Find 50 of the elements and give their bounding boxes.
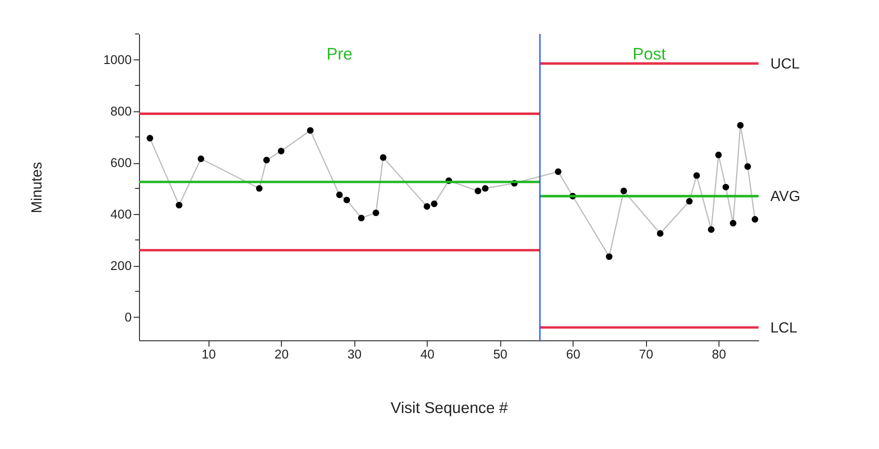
point [358,214,365,222]
point [744,163,751,170]
point [474,188,482,194]
point [708,226,715,233]
point [430,200,438,208]
y-axis-title: Minutes [30,162,46,214]
point [424,203,430,210]
point [752,216,758,223]
point [336,192,343,198]
y-tick-label: 400 [110,206,132,222]
point [278,148,284,154]
point [307,127,314,134]
y-tick-label: 200 [110,258,132,274]
point [380,154,386,161]
x-axis-title: Visit Sequence # [390,400,508,418]
point [146,134,154,142]
point [737,122,744,129]
series-label: AVG [770,189,800,206]
x-tick-label: 60 [566,346,580,362]
x-tick-label: 50 [493,346,508,362]
point [606,253,612,260]
series-label: LCL [770,320,798,336]
point [554,168,562,175]
annotation: Post [632,44,666,64]
x-tick-label: 70 [639,346,654,362]
point [686,198,693,205]
point [372,210,380,216]
point [656,230,664,237]
point [198,156,204,162]
series-label: UCL [770,56,800,72]
x-tick-label: 10 [202,346,216,362]
y-tick-label: 600 [110,155,132,170]
point [693,172,700,179]
annotation: Pre [326,44,352,64]
x-tick-label: 80 [712,346,726,362]
point [343,196,350,204]
y-tick-label: 1000 [103,52,132,68]
point [176,202,182,208]
x-tick-label: 30 [347,346,362,362]
point [263,156,270,164]
point [620,188,628,194]
x-tick-label: 40 [420,346,434,362]
y-tick-label: 0 [124,310,132,325]
y-tick-label: 800 [110,104,132,119]
point [722,184,730,190]
point [730,220,736,226]
point [482,185,489,192]
point [256,185,263,192]
point [715,152,722,158]
x-tick-label: 20 [274,346,289,362]
